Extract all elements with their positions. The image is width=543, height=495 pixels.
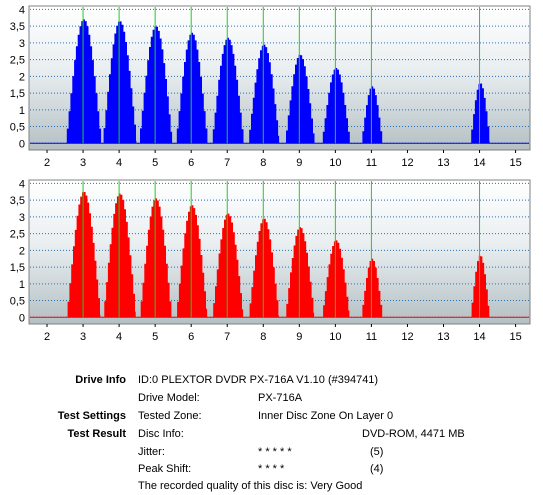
tested-zone-label: Tested Zone: <box>138 410 202 422</box>
disc-info-label: Disc Info: <box>138 428 184 440</box>
x-tick-label: 13 <box>437 331 449 343</box>
test-info-panel: Drive Info ID:0 PLEXTOR DVDR PX-716A V1.… <box>0 370 543 495</box>
x-tick-label: 8 <box>260 157 266 169</box>
x-tick-label: 5 <box>152 157 158 169</box>
y-tick-label: 0,5 <box>10 122 25 134</box>
x-tick-label: 15 <box>509 331 521 343</box>
x-tick-label: 5 <box>152 331 158 343</box>
x-tick-label: 10 <box>329 331 341 343</box>
disc-info-value: DVD-ROM, 4471 MB <box>362 428 465 440</box>
x-tick-label: 9 <box>296 331 302 343</box>
y-tick-label: 3,5 <box>10 21 25 33</box>
y-tick-label: 3,5 <box>10 195 25 207</box>
x-tick-label: 2 <box>44 331 50 343</box>
x-tick-label: 3 <box>80 157 86 169</box>
y-tick-label: 4 <box>19 4 25 16</box>
y-tick-label: 2,5 <box>10 55 25 67</box>
y-tick-label: 2 <box>19 71 25 83</box>
peak-shift-label: Peak Shift: <box>138 463 192 475</box>
x-tick-label: 14 <box>473 157 485 169</box>
y-tick-label: 0 <box>19 312 25 324</box>
x-tick-label: 12 <box>401 331 413 343</box>
jitter-label: Jitter: <box>138 446 165 458</box>
x-tick-label: 9 <box>296 157 302 169</box>
y-tick-label: 0,5 <box>10 296 25 308</box>
x-tick-label: 11 <box>366 157 377 169</box>
y-tick-label: 4 <box>19 178 25 190</box>
plot-background <box>28 179 531 325</box>
drive-info-value: ID:0 PLEXTOR DVDR PX-716A V1.10 (#394741… <box>138 374 379 386</box>
y-tick-label: 3 <box>19 38 25 50</box>
y-tick-label: 1,5 <box>10 88 25 100</box>
x-tick-label: 4 <box>116 157 122 169</box>
x-tick-label: 7 <box>224 157 230 169</box>
x-tick-label: 14 <box>473 331 485 343</box>
quality-text: The recorded quality of this disc is: Ve… <box>138 480 363 492</box>
y-tick-label: 1 <box>19 105 25 117</box>
x-tick-label: 6 <box>188 331 194 343</box>
x-tick-label: 6 <box>188 157 194 169</box>
x-tick-label: 15 <box>509 157 521 169</box>
drive-info-label: Drive Info <box>75 374 126 386</box>
x-tick-label: 7 <box>224 331 230 343</box>
x-tick-label: 13 <box>437 157 449 169</box>
test-settings-label: Test Settings <box>57 410 126 422</box>
x-tick-label: 3 <box>80 331 86 343</box>
tested-zone-value: Inner Disc Zone On Layer 0 <box>258 410 394 422</box>
y-tick-label: 1,5 <box>10 262 25 274</box>
y-tick-label: 2,5 <box>10 229 25 241</box>
x-tick-label: 4 <box>116 331 122 343</box>
y-tick-label: 3 <box>19 212 25 224</box>
y-tick-label: 2 <box>19 245 25 257</box>
x-tick-label: 12 <box>401 157 413 169</box>
drive-model-label: Drive Model: <box>138 392 200 404</box>
drive-model-value: PX-716A <box>258 392 303 404</box>
peak-shift-stars: * * * * <box>258 463 285 475</box>
x-tick-label: 8 <box>260 331 266 343</box>
jitter-stars: * * * * * <box>258 446 292 458</box>
y-tick-label: 0 <box>19 138 25 150</box>
test-result-label: Test Result <box>67 428 126 440</box>
peak-shift-chart: 0 0,5 1 1,5 2 2,5 3 3,5 4 2 3 4 5 6 7 8 9 10 11 12 13 14 15 <box>10 178 531 343</box>
x-tick-label: 10 <box>329 157 341 169</box>
jitter-chart: 0 0,5 1 1,5 2 2,5 3 3,5 4 2 3 4 5 6 7 8 9 10 11 12 13 14 15 <box>10 4 531 169</box>
x-tick-label: 2 <box>44 157 50 169</box>
jitter-score: (5) <box>370 446 384 458</box>
x-tick-label: 11 <box>366 331 377 343</box>
peak-shift-score: (4) <box>370 463 384 475</box>
y-tick-label: 1 <box>19 279 25 291</box>
